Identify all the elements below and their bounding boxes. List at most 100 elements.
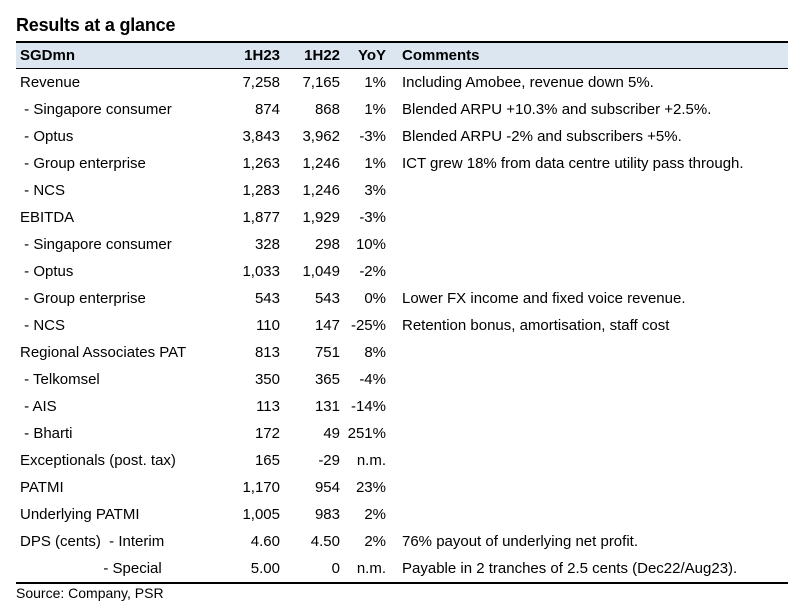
table-row: - Telkomsel 350 365 -4%	[16, 366, 788, 393]
row-label: - Optus	[16, 263, 222, 280]
row-1h23: 1,283	[222, 182, 280, 199]
table-row: - Group enterprise 1,263 1,246 1% ICT grew 1…	[16, 150, 788, 177]
row-1h23: 3,843	[222, 128, 280, 145]
row-comment: Including Amobee, revenue down 5%.	[386, 74, 788, 91]
row-yoy: 1%	[340, 155, 386, 172]
row-1h23: 172	[222, 425, 280, 442]
row-yoy: 1%	[340, 74, 386, 91]
row-yoy: 23%	[340, 479, 386, 496]
row-yoy: 3%	[340, 182, 386, 199]
header-comments: Comments	[386, 47, 788, 64]
table-row: - NCS 1,283 1,246 3%	[16, 177, 788, 204]
row-1h23: 328	[222, 236, 280, 253]
row-comment: Payable in 2 tranches of 2.5 cents (Dec2…	[386, 560, 788, 577]
table-row: - Optus 1,033 1,049 -2%	[16, 258, 788, 285]
row-1h22: 0	[280, 560, 340, 577]
row-1h23: 7,258	[222, 74, 280, 91]
row-label: - Group enterprise	[16, 155, 222, 172]
source-note: Source: Company, PSR	[16, 585, 164, 601]
row-yoy: -3%	[340, 209, 386, 226]
row-yoy: n.m.	[340, 560, 386, 577]
row-yoy: -4%	[340, 371, 386, 388]
row-label: - Telkomsel	[16, 371, 222, 388]
row-1h23: 110	[222, 317, 280, 334]
table-row: Regional Associates PAT 813 751 8%	[16, 339, 788, 366]
row-1h23: 1,005	[222, 506, 280, 523]
table-row: Exceptionals (post. tax) 165 -29 n.m.	[16, 447, 788, 474]
row-yoy: -25%	[340, 317, 386, 334]
row-1h23: 874	[222, 101, 280, 118]
table-row: DPS (cents) - Interim 4.60 4.50 2% 76% payou…	[16, 528, 788, 555]
row-comment: ICT grew 18% from data centre utility pa…	[386, 155, 788, 172]
row-1h23: 113	[222, 398, 280, 415]
row-1h22: 543	[280, 290, 340, 307]
row-label: - Group enterprise	[16, 290, 222, 307]
row-comment: Lower FX income and fixed voice revenue.	[386, 290, 788, 307]
row-label: - Singapore consumer	[16, 101, 222, 118]
results-table: SGDmn 1H23 1H22 YoY Comments Revenue 7,25…	[16, 41, 788, 584]
table-row: - Special 5.00 0 n.m. Payable in 2 tranches …	[16, 555, 788, 582]
row-1h22: 954	[280, 479, 340, 496]
row-1h22: 3,962	[280, 128, 340, 145]
row-1h22: 365	[280, 371, 340, 388]
row-comment: Blended ARPU +10.3% and subscriber +2.5%…	[386, 101, 788, 118]
row-label: DPS (cents) - Interim	[16, 533, 222, 550]
row-yoy: 2%	[340, 506, 386, 523]
table-row: PATMI 1,170 954 23%	[16, 474, 788, 501]
row-1h22: 1,246	[280, 155, 340, 172]
row-comment: Retention bonus, amortisation, staff cos…	[386, 317, 788, 334]
row-comment: Blended ARPU -2% and subscribers +5%.	[386, 128, 788, 145]
row-1h23: 1,033	[222, 263, 280, 280]
row-label: - Singapore consumer	[16, 236, 222, 253]
row-yoy: 251%	[340, 425, 386, 442]
table-header: SGDmn 1H23 1H22 YoY Comments	[16, 43, 788, 69]
table-row: Underlying PATMI 1,005 983 2%	[16, 501, 788, 528]
header-yoy: YoY	[340, 47, 386, 64]
row-yoy: 8%	[340, 344, 386, 361]
row-1h22: 983	[280, 506, 340, 523]
row-1h23: 4.60	[222, 533, 280, 550]
page-title: Results at a glance	[16, 15, 175, 36]
row-label: Exceptionals (post. tax)	[16, 452, 222, 469]
table-body: Revenue 7,258 7,165 1% Including Amobee, rev…	[16, 69, 788, 582]
row-1h22: 7,165	[280, 74, 340, 91]
row-1h22: 868	[280, 101, 340, 118]
row-1h23: 813	[222, 344, 280, 361]
row-1h23: 165	[222, 452, 280, 469]
row-yoy: 0%	[340, 290, 386, 307]
row-comment: 76% payout of underlying net profit.	[386, 533, 788, 550]
row-1h23: 5.00	[222, 560, 280, 577]
header-label: SGDmn	[16, 47, 222, 64]
row-1h22: 1,049	[280, 263, 340, 280]
row-1h22: 131	[280, 398, 340, 415]
row-1h22: -29	[280, 452, 340, 469]
row-label: PATMI	[16, 479, 222, 496]
row-label: EBITDA	[16, 209, 222, 226]
row-label: - Special	[16, 560, 222, 577]
row-1h22: 147	[280, 317, 340, 334]
row-label: - NCS	[16, 317, 222, 334]
row-label: Regional Associates PAT	[16, 344, 222, 361]
row-1h22: 1,929	[280, 209, 340, 226]
row-1h23: 543	[222, 290, 280, 307]
table-row: - Singapore consumer 874 868 1% Blended ARPU…	[16, 96, 788, 123]
table-row: - Bharti 172 49 251%	[16, 420, 788, 447]
row-yoy: 2%	[340, 533, 386, 550]
row-yoy: -2%	[340, 263, 386, 280]
row-1h23: 1,170	[222, 479, 280, 496]
row-yoy: -14%	[340, 398, 386, 415]
header-1h23: 1H23	[222, 47, 280, 64]
table-row: - AIS 113 131 -14%	[16, 393, 788, 420]
row-yoy: -3%	[340, 128, 386, 145]
header-1h22: 1H22	[280, 47, 340, 64]
row-1h22: 751	[280, 344, 340, 361]
table-row: - Group enterprise 543 543 0% Lower FX incom…	[16, 285, 788, 312]
row-yoy: n.m.	[340, 452, 386, 469]
row-yoy: 10%	[340, 236, 386, 253]
row-1h23: 1,877	[222, 209, 280, 226]
row-1h22: 4.50	[280, 533, 340, 550]
table-row: - NCS 110 147 -25% Retention bonus, amortisa…	[16, 312, 788, 339]
table-row: - Singapore consumer 328 298 10%	[16, 231, 788, 258]
row-yoy: 1%	[340, 101, 386, 118]
row-1h22: 1,246	[280, 182, 340, 199]
